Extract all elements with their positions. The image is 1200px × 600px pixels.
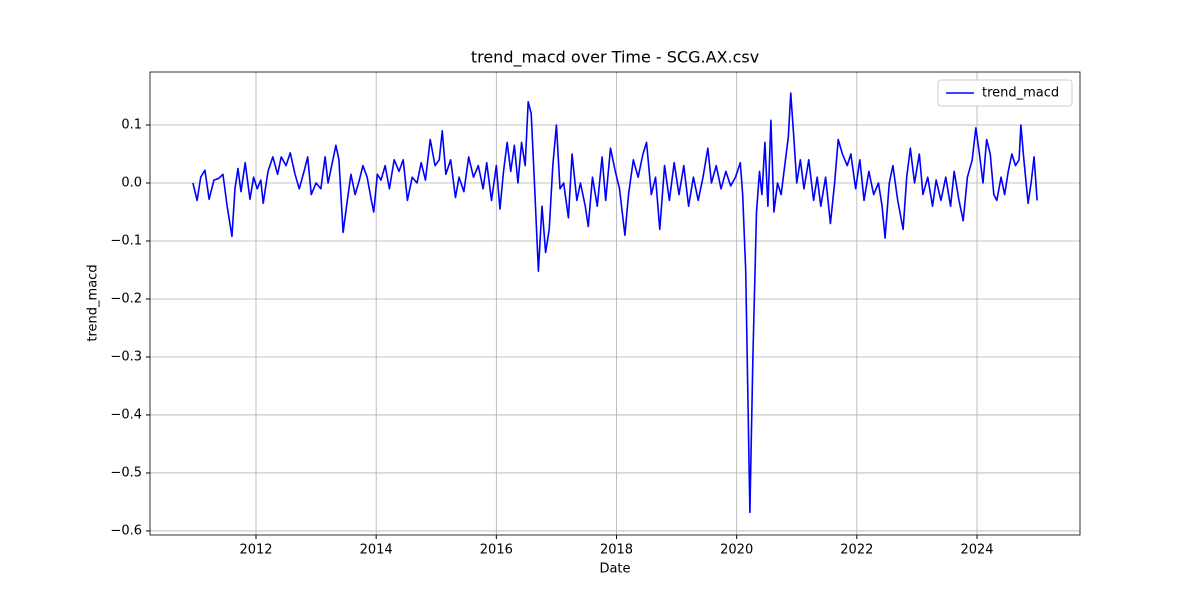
legend-box	[937, 79, 1073, 107]
legend-label: trend_macd	[982, 86, 1059, 101]
y-tick-label: −0.1	[110, 233, 142, 248]
y-tick-label: −0.6	[110, 523, 142, 538]
x-tick-label: 2020	[720, 543, 753, 558]
x-tick-label: 2018	[600, 543, 633, 558]
x-tick-label: 2014	[360, 543, 393, 558]
y-tick-label: −0.4	[110, 407, 142, 422]
y-tick-label: −0.3	[110, 349, 142, 364]
y-tick-label: −0.5	[110, 465, 142, 480]
x-tick-label: 2024	[960, 543, 993, 558]
plot-frame	[149, 71, 1081, 536]
y-axis-label: trend_macd	[86, 264, 101, 341]
x-axis-label: Date	[599, 562, 630, 577]
y-tick-label: −0.2	[110, 291, 142, 306]
line-series	[192, 92, 1038, 514]
chart-title: trend_macd over Time - SCG.AX.csv	[471, 48, 759, 68]
y-tick-label: 0.0	[121, 175, 142, 190]
x-tick-label: 2012	[239, 543, 272, 558]
x-tick-label: 2016	[480, 543, 513, 558]
x-tick-label: 2022	[840, 543, 873, 558]
y-tick-label: 0.1	[121, 118, 142, 133]
